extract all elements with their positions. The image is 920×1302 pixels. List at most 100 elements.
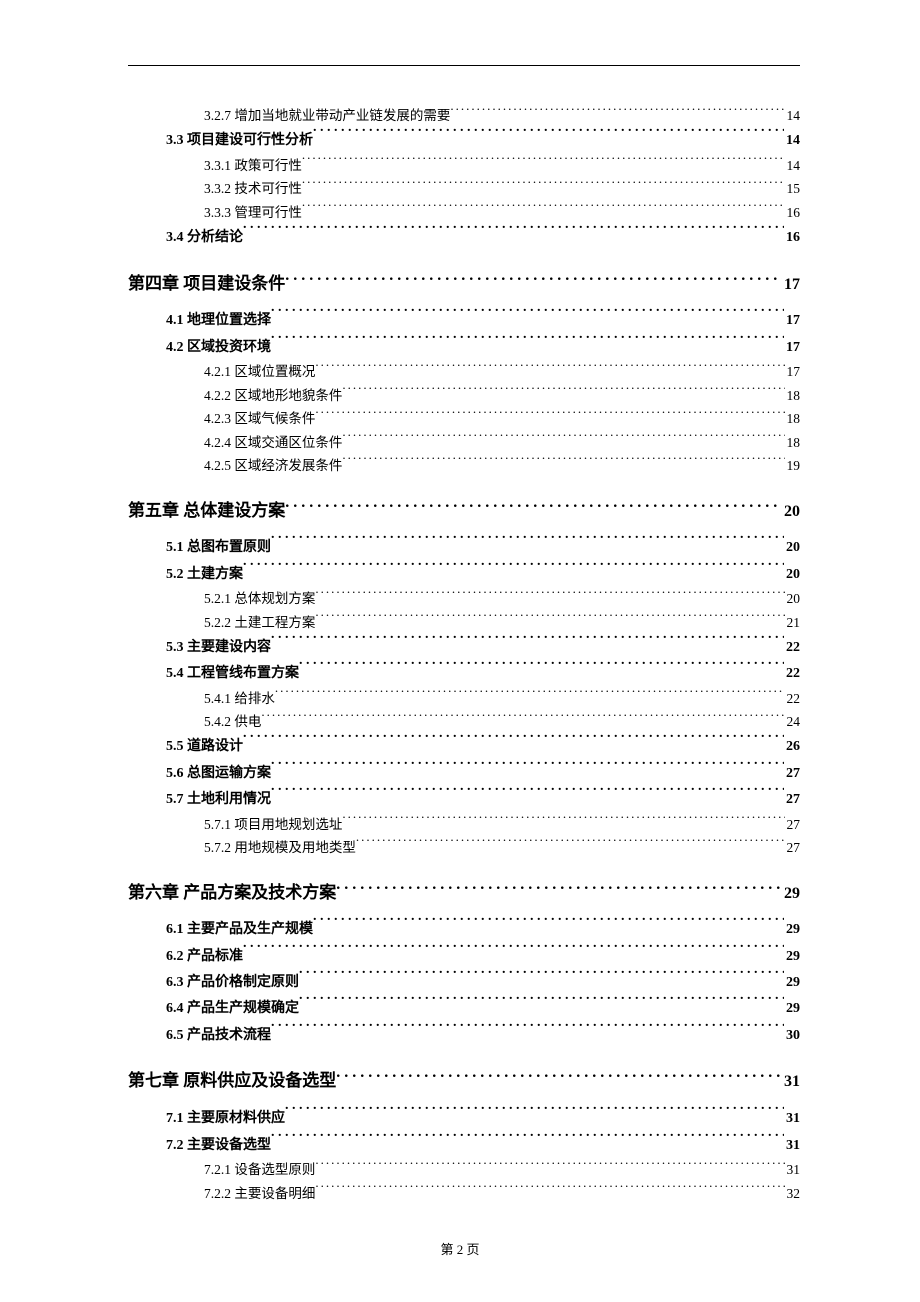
toc-leader xyxy=(243,224,784,241)
toc-label: 4.2.1 区域位置概况 xyxy=(204,360,315,383)
toc-page-number: 20 xyxy=(785,587,801,610)
toc-label: 4.1 地理位置选择 xyxy=(166,309,271,334)
toc-entry: 5.4.1 给排水 22 xyxy=(204,687,800,710)
toc-leader xyxy=(285,1105,784,1122)
toc-page-number: 29 xyxy=(784,997,800,1022)
toc-page-number: 17 xyxy=(784,336,800,361)
toc-page-number: 18 xyxy=(785,384,801,407)
toc-page-number: 21 xyxy=(785,611,801,634)
header-rule xyxy=(128,65,800,66)
toc-entry: 7.2 主要设备选型 31 xyxy=(166,1132,800,1158)
toc-label: 3.3 项目建设可行性分析 xyxy=(166,129,313,154)
toc-page-number: 24 xyxy=(785,710,801,733)
toc-label: 5.7.1 项目用地规划选址 xyxy=(204,813,342,836)
toc-entry: 4.2.1 区域位置概况 17 xyxy=(204,360,800,383)
toc-entry: 4.2.2 区域地形地貌条件18 xyxy=(204,384,800,407)
toc-label: 4.2.3 区域气候条件 xyxy=(204,407,315,430)
toc-leader xyxy=(271,535,784,552)
toc-page-number: 32 xyxy=(785,1182,801,1205)
toc-label: 5.7.2 用地规模及用地类型 xyxy=(204,836,356,859)
toc-label: 5.2.2 土建工程方案 xyxy=(204,611,315,634)
toc-page-number: 29 xyxy=(784,971,800,996)
toc-leader xyxy=(450,104,784,120)
toc-entry: 第六章 产品方案及技术方案 29 xyxy=(128,877,800,902)
toc-entry: 5.7.1 项目用地规划选址 27 xyxy=(204,812,800,835)
toc-entry: 6.1 主要产品及生产规模29 xyxy=(166,917,800,943)
toc-leader xyxy=(302,177,785,193)
toc-entry: 7.1 主要原材料供应31 xyxy=(166,1105,800,1131)
toc-entry: 4.2 区域投资环境17 xyxy=(166,334,800,360)
toc-page-number: 31 xyxy=(785,1158,801,1181)
toc-label: 7.2 主要设备选型 xyxy=(166,1134,271,1159)
toc-label: 6.2 产品标准 xyxy=(166,945,243,970)
toc-entry: 7.2.2 主要设备明细 32 xyxy=(204,1181,800,1204)
toc-page-number: 18 xyxy=(785,431,801,454)
toc-label: 6.3 产品价格制定原则 xyxy=(166,971,299,996)
toc-entry: 3.3.3 管理可行性 16 xyxy=(204,201,800,224)
toc-leader xyxy=(271,1132,784,1149)
toc-label: 第五章 总体建设方案 xyxy=(128,496,285,521)
toc-label: 5.2 土建方案 xyxy=(166,563,243,588)
toc-page-number: 27 xyxy=(785,836,801,859)
toc-label: 第四章 项目建设条件 xyxy=(128,269,285,294)
toc-page-number: 22 xyxy=(784,662,800,687)
toc-page-number: 29 xyxy=(784,918,800,943)
toc-entry: 3.2.7 增加当地就业带动产业链发展的需要14 xyxy=(204,104,800,127)
toc-leader xyxy=(271,1022,784,1039)
toc-label: 第六章 产品方案及技术方案 xyxy=(128,878,336,903)
toc-page-number: 17 xyxy=(785,360,801,383)
toc-entry: 5.2.2 土建工程方案 21 xyxy=(204,611,800,634)
toc-leader xyxy=(285,268,782,288)
toc-label: 7.2.2 主要设备明细 xyxy=(204,1182,315,1205)
toc-container: 3.2.7 增加当地就业带动产业链发展的需要143.3 项目建设可行性分析143… xyxy=(128,104,800,1205)
toc-leader xyxy=(271,634,784,651)
toc-page-number: 16 xyxy=(784,226,800,251)
toc-entry: 5.1 总图布置原则20 xyxy=(166,535,800,561)
toc-page-number: 20 xyxy=(784,563,800,588)
toc-label: 5.5 道路设计 xyxy=(166,735,243,760)
toc-entry: 4.2.3 区域气候条件 18 xyxy=(204,407,800,430)
toc-page-number: 27 xyxy=(785,813,801,836)
toc-page-number: 16 xyxy=(785,201,801,224)
toc-label: 5.4.1 给排水 xyxy=(204,687,275,710)
toc-page-number: 29 xyxy=(784,945,800,970)
toc-page-number: 29 xyxy=(782,885,800,903)
toc-page-number: 27 xyxy=(784,762,800,787)
toc-page-number: 27 xyxy=(784,788,800,813)
toc-label: 5.2.1 总体规划方案 xyxy=(204,587,315,610)
toc-entry: 5.7 土地利用情况27 xyxy=(166,786,800,812)
toc-leader xyxy=(313,917,784,934)
toc-leader xyxy=(271,786,784,803)
toc-entry: 4.2.4 区域交通区位条件18 xyxy=(204,430,800,453)
toc-page-number: 20 xyxy=(784,536,800,561)
toc-entry: 6.2 产品标准 29 xyxy=(166,943,800,969)
toc-leader xyxy=(243,733,784,750)
toc-page-number: 22 xyxy=(785,687,801,710)
toc-entry: 4.2.5 区域经济发展条件19 xyxy=(204,454,800,477)
toc-entry: 5.7.2 用地规模及用地类型 27 xyxy=(204,836,800,859)
toc-leader xyxy=(261,710,784,726)
toc-page-number: 14 xyxy=(784,129,800,154)
toc-entry: 6.4 产品生产规模确定 29 xyxy=(166,995,800,1021)
toc-leader xyxy=(342,812,784,828)
toc-label: 5.3 主要建设内容 xyxy=(166,636,271,661)
page-footer: 第 2 页 xyxy=(0,1239,920,1258)
toc-page-number: 31 xyxy=(784,1134,800,1159)
toc-leader xyxy=(342,384,784,400)
toc-label: 3.3.3 管理可行性 xyxy=(204,201,302,224)
toc-label: 3.4 分析结论 xyxy=(166,226,243,251)
toc-label: 5.4 工程管线布置方案 xyxy=(166,662,299,687)
toc-entry: 5.4 工程管线布置方案 22 xyxy=(166,660,800,686)
toc-page-number: 30 xyxy=(784,1024,800,1049)
toc-leader xyxy=(285,495,782,515)
toc-label: 6.4 产品生产规模确定 xyxy=(166,997,299,1022)
toc-page-number: 31 xyxy=(782,1073,800,1091)
toc-page-number: 18 xyxy=(785,407,801,430)
toc-entry: 3.3.1 政策可行性14 xyxy=(204,154,800,177)
toc-leader xyxy=(356,836,785,852)
toc-leader xyxy=(313,127,784,144)
toc-leader xyxy=(299,995,784,1012)
toc-entry: 5.5 道路设计26 xyxy=(166,733,800,759)
toc-label: 7.1 主要原材料供应 xyxy=(166,1107,285,1132)
toc-entry: 4.1 地理位置选择17 xyxy=(166,308,800,334)
